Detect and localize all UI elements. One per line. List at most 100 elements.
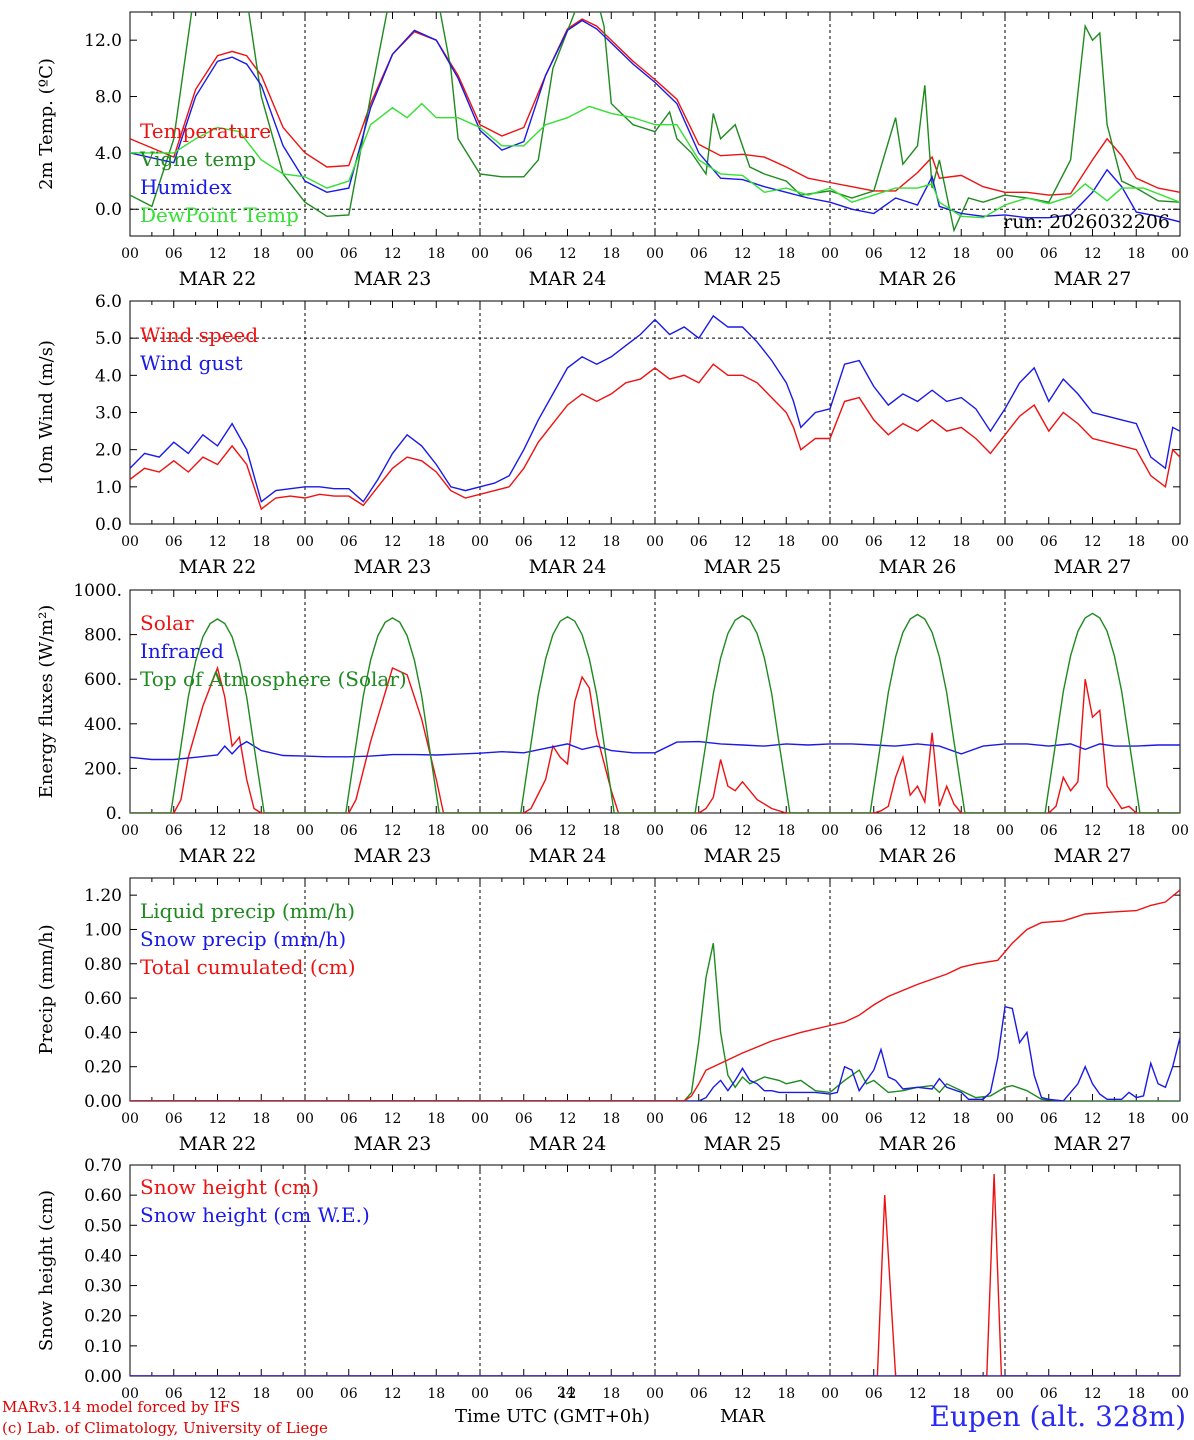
temperature-x-hour-label: 06: [515, 246, 533, 262]
wind-y-tick-label: 5.0: [95, 329, 122, 349]
energy-x-hour-label: 06: [515, 823, 533, 839]
energy-x-hour-label: 18: [952, 823, 970, 839]
temperature-y-tick-label: 0.0: [95, 200, 122, 220]
temperature-x-day-label: MAR 26: [879, 268, 957, 290]
energy-x-hour-label: 06: [165, 823, 183, 839]
model-credit: MARv3.14 model forced by IFS: [2, 1398, 241, 1416]
precip-y-tick-label: 0.40: [84, 1023, 122, 1043]
energy-x-hour-label: 12: [1084, 823, 1102, 839]
precip-legend-entry: Liquid precip (mm/h): [140, 899, 355, 923]
temperature-x-hour-label: 12: [734, 246, 752, 262]
energy-y-tick-label: 1000.: [73, 581, 122, 601]
wind-x-hour-label: 12: [909, 534, 927, 550]
run-label: run: 2026032206: [1003, 211, 1170, 233]
precip-legend-entry: Total cumulated (cm): [140, 955, 356, 979]
snow-series-snow-height-cm: [130, 1173, 1180, 1376]
precip-series-total-cumulated-cm: [130, 889, 1180, 1101]
precip-x-day-label: MAR 26: [879, 1133, 957, 1155]
wind-frame: [129, 300, 1181, 525]
wind-x-hour-label: 18: [252, 534, 270, 550]
wind-y-tick-label: 4.0: [95, 366, 122, 386]
precip-x-hour-label: 00: [121, 1111, 139, 1127]
temperature-series-vigne-temp: [130, 12, 1180, 233]
energy-x-hour-label: 12: [734, 823, 752, 839]
temperature-x-hour-label: 18: [252, 246, 270, 262]
temperature-x-hour-label: 18: [777, 246, 795, 262]
temperature-x-day-label: MAR 23: [354, 268, 432, 290]
energy-y-axis-title: Energy fluxes (W/m²): [36, 605, 57, 799]
energy-x-hour-label: 18: [427, 823, 445, 839]
temperature-legend-entry: Temperature: [140, 119, 271, 143]
precip-x-hour-label: 00: [996, 1111, 1014, 1127]
wind-y-tick-label: 3.0: [95, 404, 122, 424]
precip-x-hour-label: 12: [734, 1111, 752, 1127]
energy-x-hour-label: 00: [1171, 823, 1189, 839]
energy-y-tick-label: 400.: [84, 715, 122, 735]
snow-x-hour-label: 00: [821, 1386, 839, 1402]
wind-x-hour-label: 06: [690, 534, 708, 550]
precip-x-hour-label: 12: [1084, 1111, 1102, 1127]
precip-x-hour-label: 06: [865, 1111, 883, 1127]
snow-y-tick-label: 0.20: [84, 1307, 122, 1327]
wind-y-tick-label: 6.0: [95, 292, 122, 312]
wind-x-hour-label: 12: [384, 534, 402, 550]
energy-series-infrared: [130, 740, 1180, 761]
snow-y-tick-label: 0.60: [84, 1186, 122, 1206]
energy-x-day-label: MAR 22: [179, 845, 257, 867]
precip-x-hour-label: 00: [646, 1111, 664, 1127]
energy-x-hour-label: 06: [1040, 823, 1058, 839]
temperature-x-hour-label: 00: [1171, 246, 1189, 262]
wind-x-hour-label: 06: [1040, 534, 1058, 550]
precip-x-day-label: MAR 23: [354, 1133, 432, 1155]
wind-x-day-label: MAR 23: [354, 556, 432, 578]
temperature-series-humidex: [130, 19, 1180, 223]
energy-x-day-label: MAR 26: [879, 845, 957, 867]
snow-x-hour-label: 12: [1084, 1386, 1102, 1402]
time-axis-label: Time UTC (GMT+0h): [455, 1406, 650, 1427]
precip-x-hour-label: 06: [1040, 1111, 1058, 1127]
energy-x-day-label: MAR 27: [1054, 845, 1132, 867]
snow-y-tick-label: 0.50: [84, 1216, 122, 1236]
precip-x-hour-label: 12: [209, 1111, 227, 1127]
precip-y-tick-label: 0.60: [84, 989, 122, 1009]
precip-x-hour-label: 06: [515, 1111, 533, 1127]
energy-x-hour-label: 18: [602, 823, 620, 839]
wind-x-hour-label: 00: [471, 534, 489, 550]
precip-x-hour-label: 06: [340, 1111, 358, 1127]
temperature-y-axis-title: 2m Temp. (ºC): [36, 58, 57, 190]
energy-x-hour-label: 12: [559, 823, 577, 839]
precip-x-hour-label: 00: [296, 1111, 314, 1127]
energy-x-hour-label: 00: [996, 823, 1014, 839]
temperature-x-hour-label: 18: [1127, 246, 1145, 262]
wind-x-hour-label: 06: [515, 534, 533, 550]
wind-x-hour-label: 12: [209, 534, 227, 550]
energy-legend-entry: Top of Atmosphere (Solar): [140, 667, 407, 691]
snow-legend-entry: Snow height (cm): [140, 1175, 319, 1199]
precip-x-hour-label: 00: [1171, 1111, 1189, 1127]
temperature-x-hour-label: 06: [340, 246, 358, 262]
temperature-x-hour-label: 12: [559, 246, 577, 262]
wind-x-day-label: MAR 24: [529, 556, 607, 578]
energy-x-day-label: MAR 24: [529, 845, 607, 867]
wind-x-hour-label: 12: [734, 534, 752, 550]
precip-x-hour-label: 00: [821, 1111, 839, 1127]
precip-y-tick-label: 0.80: [84, 955, 122, 975]
precip-x-hour-label: 12: [909, 1111, 927, 1127]
wind-x-hour-label: 00: [646, 534, 664, 550]
precip-x-hour-label: 18: [1127, 1111, 1145, 1127]
footer-mid-month: MAR: [720, 1406, 765, 1427]
snow-x-hour-label: 12: [909, 1386, 927, 1402]
precip-y-tick-label: 0.20: [84, 1058, 122, 1078]
energy-x-hour-label: 06: [865, 823, 883, 839]
precip-series-liquid-precip-mm-h: [130, 943, 1180, 1101]
snow-x-hour-label: 12: [559, 1386, 577, 1402]
energy-x-hour-label: 18: [777, 823, 795, 839]
temperature-x-hour-label: 12: [909, 246, 927, 262]
wind-x-hour-label: 18: [952, 534, 970, 550]
energy-y-tick-label: 800.: [84, 626, 122, 646]
wind-x-day-label: MAR 26: [879, 556, 957, 578]
wind-x-hour-label: 18: [777, 534, 795, 550]
energy-x-hour-label: 12: [209, 823, 227, 839]
precip-x-hour-label: 18: [602, 1111, 620, 1127]
